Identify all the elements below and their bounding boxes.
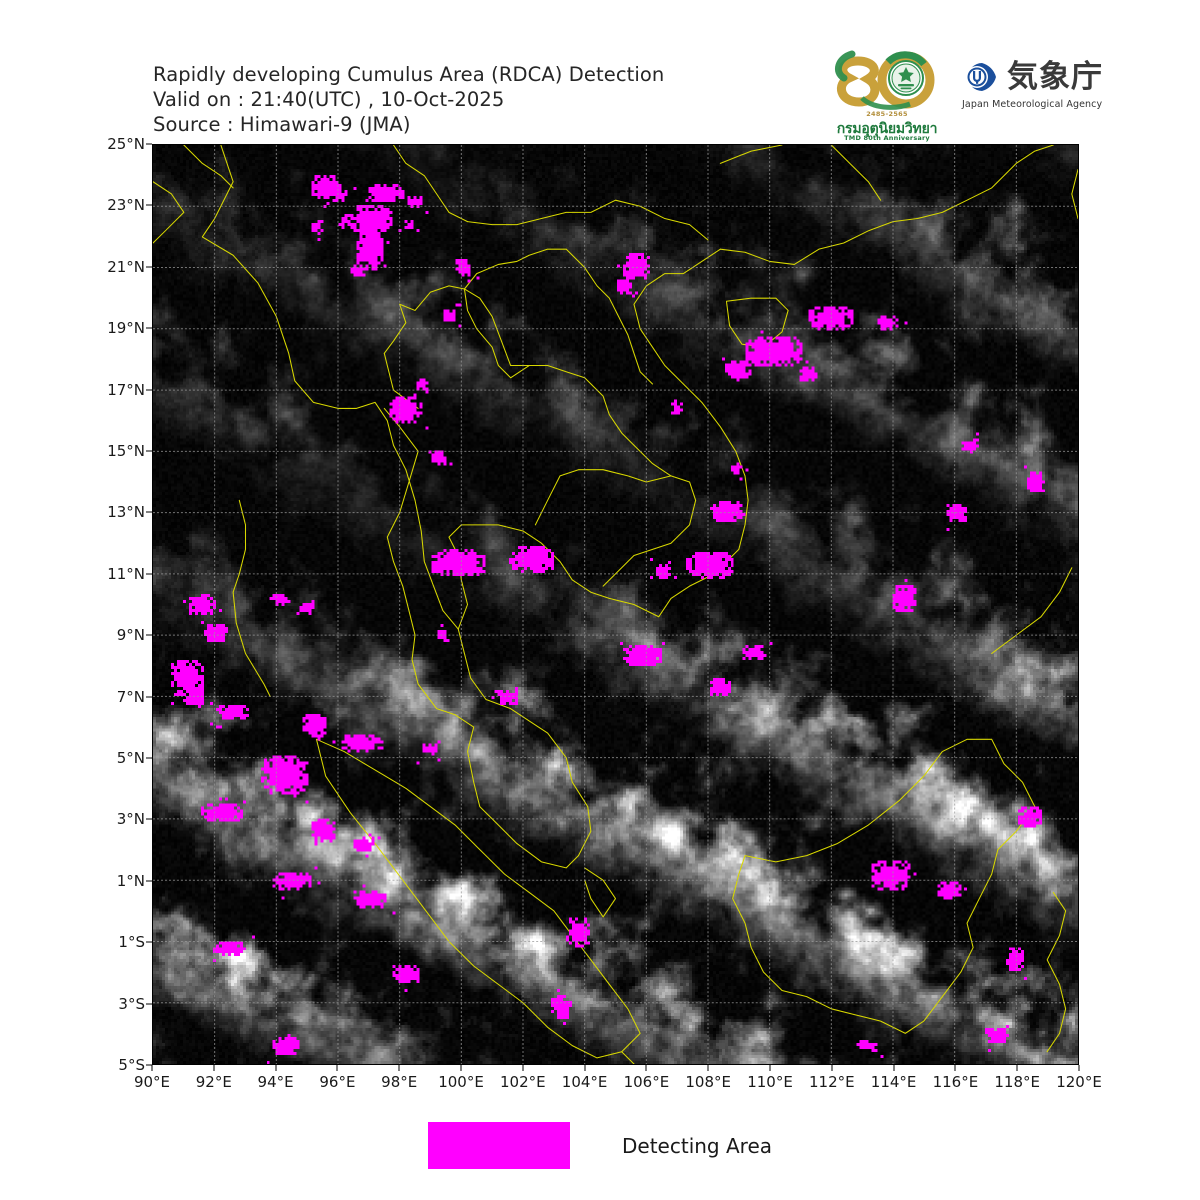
y-axis-tick-label: 3°S (118, 994, 145, 1013)
jma-logo-row: 気象庁 (962, 56, 1110, 98)
x-axis-tick-mark (954, 1065, 956, 1071)
title-line-valid-time: Valid on : 21:40(UTC) , 10-Oct-2025 (153, 88, 505, 111)
y-axis-tick-mark (146, 327, 152, 329)
y-axis-tick-label: 13°N (107, 503, 145, 522)
x-axis-tick-mark (645, 1065, 647, 1071)
lat-lon-gridlines (153, 145, 1078, 1064)
tmd-80-anniversary-icon (834, 50, 935, 110)
rdca-detection-overlay (170, 174, 1046, 1064)
x-axis-tick-mark (522, 1065, 524, 1071)
y-axis-tick-label: 7°N (116, 687, 145, 706)
title-line-source: Source : Himawari-9 (JMA) (153, 113, 411, 136)
y-axis-tick-label: 11°N (107, 564, 145, 583)
x-axis-tick-label: 104°E (561, 1073, 608, 1091)
x-axis-tick-label: 92°E (195, 1073, 232, 1091)
tmd-logo-years: 2485-2565 (866, 110, 908, 118)
y-axis-tick-label: 17°N (107, 380, 145, 399)
x-axis-tick-label: 114°E (870, 1073, 917, 1091)
x-axis-tick-mark (893, 1065, 895, 1071)
y-axis-tick-mark (146, 450, 152, 452)
plot-frame (152, 144, 1079, 1065)
y-axis-tick-mark (146, 266, 152, 268)
legend-swatch-detecting-area (428, 1122, 570, 1169)
y-axis-tick-mark (146, 818, 152, 820)
y-axis-tick-label: 5°S (118, 1056, 145, 1074)
y-axis-tick-mark (146, 143, 152, 145)
x-axis-tick-label: 98°E (381, 1073, 418, 1091)
x-axis-tick-label: 118°E (994, 1073, 1040, 1091)
x-axis-tick-label: 94°E (257, 1073, 294, 1091)
tmd-logo-thai-name: กรมอุตุนิยมวิทยา (836, 121, 938, 137)
x-axis-tick-mark (1078, 1065, 1080, 1071)
y-axis-tick-label: 23°N (107, 196, 145, 215)
y-axis-tick-label: 15°N (107, 442, 145, 460)
y-axis-tick-label: 19°N (107, 319, 145, 338)
x-axis-tick-label: 116°E (932, 1073, 979, 1091)
jma-emblem-icon (966, 63, 996, 91)
title-block: Rapidly developing Cumulus Area (RDCA) D… (153, 62, 664, 137)
y-axis-tick-mark (146, 696, 152, 698)
tmd-logo-english-name: TMD 80th Anniversary (844, 134, 930, 142)
x-axis-tick-mark (275, 1065, 277, 1071)
x-axis-tick-mark (831, 1065, 833, 1071)
y-axis-tick-mark (146, 573, 152, 575)
x-axis-tick-mark (460, 1065, 462, 1071)
y-axis-tick-label: 1°S (118, 933, 145, 952)
x-axis-tick-label: 112°E (808, 1073, 855, 1091)
x-axis-tick-mark (151, 1065, 153, 1071)
y-axis-tick-label: 21°N (107, 257, 145, 276)
tmd-logo: 2485-2565 กรมอุตุนิยมวิทยา TMD 80th Anni… (828, 46, 946, 142)
x-axis-tick-label: 96°E (319, 1073, 356, 1091)
y-axis-tick-mark (146, 880, 152, 882)
x-axis-tick-label: 102°E (499, 1073, 546, 1091)
coastline-overlay (153, 145, 1078, 1064)
y-axis-tick-mark (146, 1064, 152, 1066)
y-axis-tick-mark (146, 511, 152, 513)
x-axis-tick-mark (213, 1065, 215, 1071)
x-axis-tick-mark (398, 1065, 400, 1071)
x-axis-tick-label: 120°E (1056, 1073, 1102, 1091)
x-axis-tick-label: 100°E (438, 1073, 484, 1091)
x-axis-tick-label: 108°E (685, 1073, 731, 1091)
x-axis-tick-label: 106°E (623, 1073, 670, 1091)
y-axis-tick-label: 3°N (116, 810, 145, 829)
y-axis-tick-mark (146, 634, 152, 636)
x-axis-tick-mark (336, 1065, 338, 1071)
satellite-map-plot: 25°N 23°N 21°N 19°N 17°N 15°N 13°N 11°N 9°N 7°N 5°… (107, 135, 1102, 1091)
x-axis-tick-mark (769, 1065, 771, 1071)
y-axis-tick-label: 9°N (116, 626, 145, 645)
y-axis-tick-mark (146, 941, 152, 943)
jma-logo-kanji: 気象庁 (1007, 58, 1103, 95)
logo-group: 2485-2565 กรมอุตุนิยมวิทยา TMD 80th Anni… (828, 46, 1110, 142)
jma-logo: 気象庁 Japan Meteorological Agency (962, 56, 1110, 118)
y-axis-tick-mark (146, 1003, 152, 1005)
legend: Detecting Area (0, 1122, 1200, 1169)
y-axis-tick-label: 5°N (116, 749, 145, 767)
x-axis-tick-mark (707, 1065, 709, 1071)
y-axis-tick-mark (146, 757, 152, 759)
x-axis-tick-mark (584, 1065, 586, 1071)
y-axis-tick-mark (146, 389, 152, 391)
legend-label-detecting-area: Detecting Area (622, 1133, 772, 1158)
title-line-product: Rapidly developing Cumulus Area (RDCA) D… (153, 63, 665, 86)
y-axis-tick-label: 1°N (116, 871, 145, 890)
y-axis-tick-label: 25°N (107, 135, 145, 153)
x-axis-tick-label: 90°E (133, 1073, 171, 1091)
y-axis-tick-mark (146, 204, 152, 206)
x-axis-tick-mark (1016, 1065, 1018, 1071)
x-axis-tick-label: 110°E (747, 1073, 793, 1091)
jma-logo-english-name: Japan Meteorological Agency (962, 99, 1103, 110)
page-header: Rapidly developing Cumulus Area (RDCA) D… (0, 0, 1200, 144)
